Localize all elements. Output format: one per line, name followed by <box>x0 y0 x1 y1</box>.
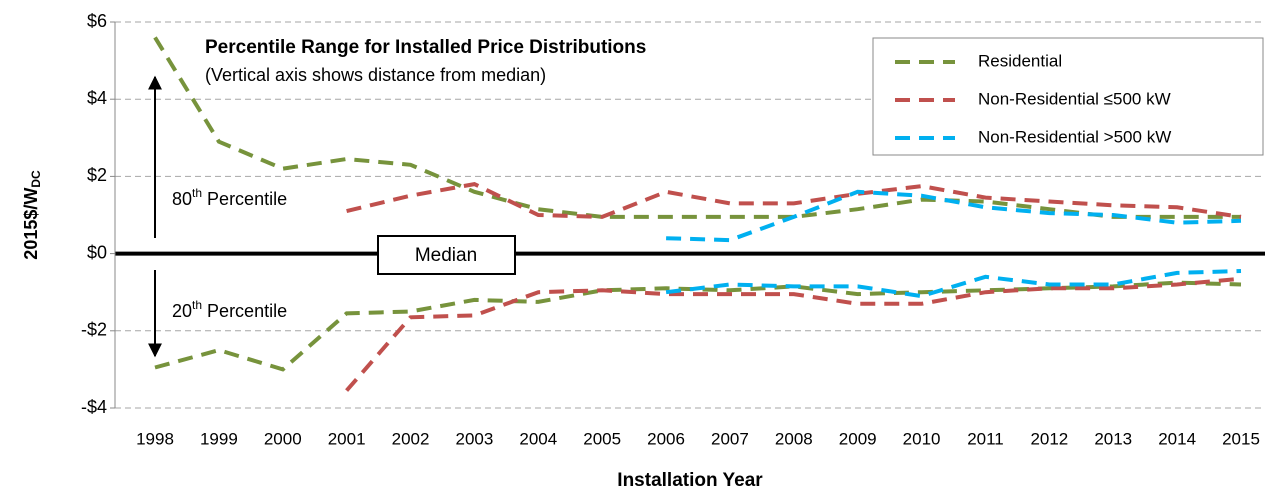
median-label: Median <box>415 245 477 266</box>
y-axis-title-main: 2015$/W <box>21 188 41 260</box>
x-tick-label: 2006 <box>647 429 685 448</box>
lower-label-suffix: th <box>192 298 202 312</box>
series-line-p20 <box>345 276 1242 392</box>
y-axis-title: 2015$/WDC <box>21 170 43 260</box>
x-tick-label: 2010 <box>903 429 941 448</box>
legend-box <box>872 37 1264 156</box>
series-group <box>153 36 1242 392</box>
y-tick-label: $2 <box>87 165 107 185</box>
x-tick-label: 2015 <box>1222 429 1260 448</box>
x-tick-label: 1999 <box>200 429 238 448</box>
x-tick-label: 1998 <box>136 429 174 448</box>
legend-label: Non-Residential >500 kW <box>978 127 1171 146</box>
chart-title: Percentile Range for Installed Price Dis… <box>205 37 646 58</box>
x-tick-label: 2003 <box>455 429 493 448</box>
series-line-p20 <box>154 280 1242 372</box>
x-tick-label: 2000 <box>264 429 302 448</box>
y-tick-label: $4 <box>87 88 107 108</box>
grid: -$4 -$2 $0 $2 $4 $6 1998 1999 2000 2001 2002 2003 20… <box>81 11 1265 448</box>
x-tick-label: 2014 <box>1158 429 1196 448</box>
x-tick-label: 2002 <box>392 429 430 448</box>
y-tick-label: -$4 <box>81 397 107 417</box>
upper-label-text: Percentile <box>202 189 287 209</box>
upper-label-number: 80 <box>172 189 192 209</box>
x-tick-label: 2009 <box>839 429 877 448</box>
lower-label-number: 20 <box>172 301 192 321</box>
series-line-p80 <box>346 182 1242 219</box>
series-line-p20 <box>665 269 1242 299</box>
x-tick-label: 2012 <box>1030 429 1068 448</box>
chart-subtitle: (Vertical axis shows distance from media… <box>205 65 546 85</box>
upper-label-suffix: th <box>192 186 202 200</box>
x-tick-label: 2013 <box>1094 429 1132 448</box>
legend: Residential Non-Residential ≤500 kW Non-Re… <box>895 51 1171 146</box>
lower-label: 20th Percentile <box>172 298 287 321</box>
y-tick-label: $6 <box>87 11 107 31</box>
y-tick-label: -$2 <box>81 320 107 340</box>
y-axis-title-sub: DC <box>29 170 43 188</box>
x-tick-label: 2001 <box>328 429 366 448</box>
x-tick-label: 2007 <box>711 429 749 448</box>
y-tick-label: $0 <box>87 242 107 262</box>
series-line-p80 <box>153 36 1241 219</box>
upper-label: 80th Percentile <box>172 186 287 209</box>
legend-label: Residential <box>978 51 1062 70</box>
x-tick-label: 2011 <box>967 429 1004 448</box>
median-box <box>377 235 516 275</box>
legend-label: Non-Residential ≤500 kW <box>978 89 1171 108</box>
x-tick-label: 2008 <box>775 429 813 448</box>
series-line-p80 <box>666 189 1242 243</box>
x-tick-label: 2005 <box>583 429 621 448</box>
x-tick-label: 2004 <box>519 429 557 448</box>
x-axis-title: Installation Year <box>617 470 763 491</box>
lower-label-text: Percentile <box>202 301 287 321</box>
